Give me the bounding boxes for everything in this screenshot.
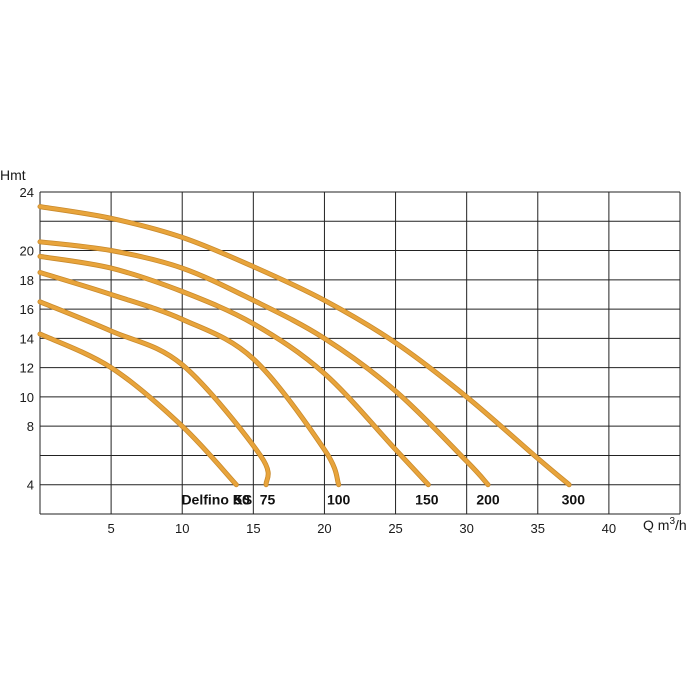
x-axis-label-main: Q m: [643, 517, 669, 533]
series-title-label: Delfino KS: [181, 491, 252, 507]
x-axis-label-tail: /h: [675, 517, 687, 533]
y-tick-label: 8: [27, 419, 34, 434]
curve-label-300: 300: [562, 491, 586, 507]
curve-outline-300: [37, 204, 572, 488]
y-tick-label: 4: [27, 478, 34, 493]
curve-200: [38, 240, 490, 487]
x-tick-label: 20: [317, 521, 331, 536]
x-tick-label: 15: [246, 521, 260, 536]
grid: [39, 191, 681, 515]
curve-label-50: 50: [234, 491, 250, 507]
x-axis-label-sup: 3: [669, 516, 675, 527]
tick-labels: 5 10 15 20 25 30 35 40 4 8 10 12 14 16 18 20 24: [20, 185, 617, 536]
y-tick-label: 18: [20, 273, 34, 288]
curve-75: [38, 300, 270, 487]
y-tick-label: 20: [20, 244, 34, 259]
curve-300: [38, 204, 571, 487]
curve-150: [38, 254, 430, 487]
curve-label-100: 100: [327, 491, 351, 507]
x-tick-label: 5: [107, 521, 114, 536]
y-tick-label: 12: [20, 361, 34, 376]
curve-outline-50: [37, 331, 239, 488]
x-tick-label: 35: [531, 521, 545, 536]
x-tick-label: 30: [459, 521, 473, 536]
y-tick-label: 16: [20, 302, 34, 317]
x-tick-label: 10: [175, 521, 189, 536]
y-tick-label: 24: [20, 185, 34, 200]
y-axis-label: Hmt: [0, 167, 26, 183]
y-tick-label: 14: [20, 331, 34, 346]
performance-curves: [37, 204, 572, 488]
x-tick-label: 25: [388, 521, 402, 536]
curve-label-150: 150: [415, 491, 439, 507]
curve-50: [38, 332, 238, 487]
y-tick-label: 10: [20, 390, 34, 405]
curve-label-200: 200: [476, 491, 500, 507]
curve-label-75: 75: [260, 491, 276, 507]
x-tick-label: 40: [602, 521, 616, 536]
curve-outline-100: [37, 270, 342, 488]
x-axis-label: Q m3/h: [643, 516, 687, 533]
curve-outline-75: [37, 299, 271, 488]
curve-100: [38, 270, 341, 487]
